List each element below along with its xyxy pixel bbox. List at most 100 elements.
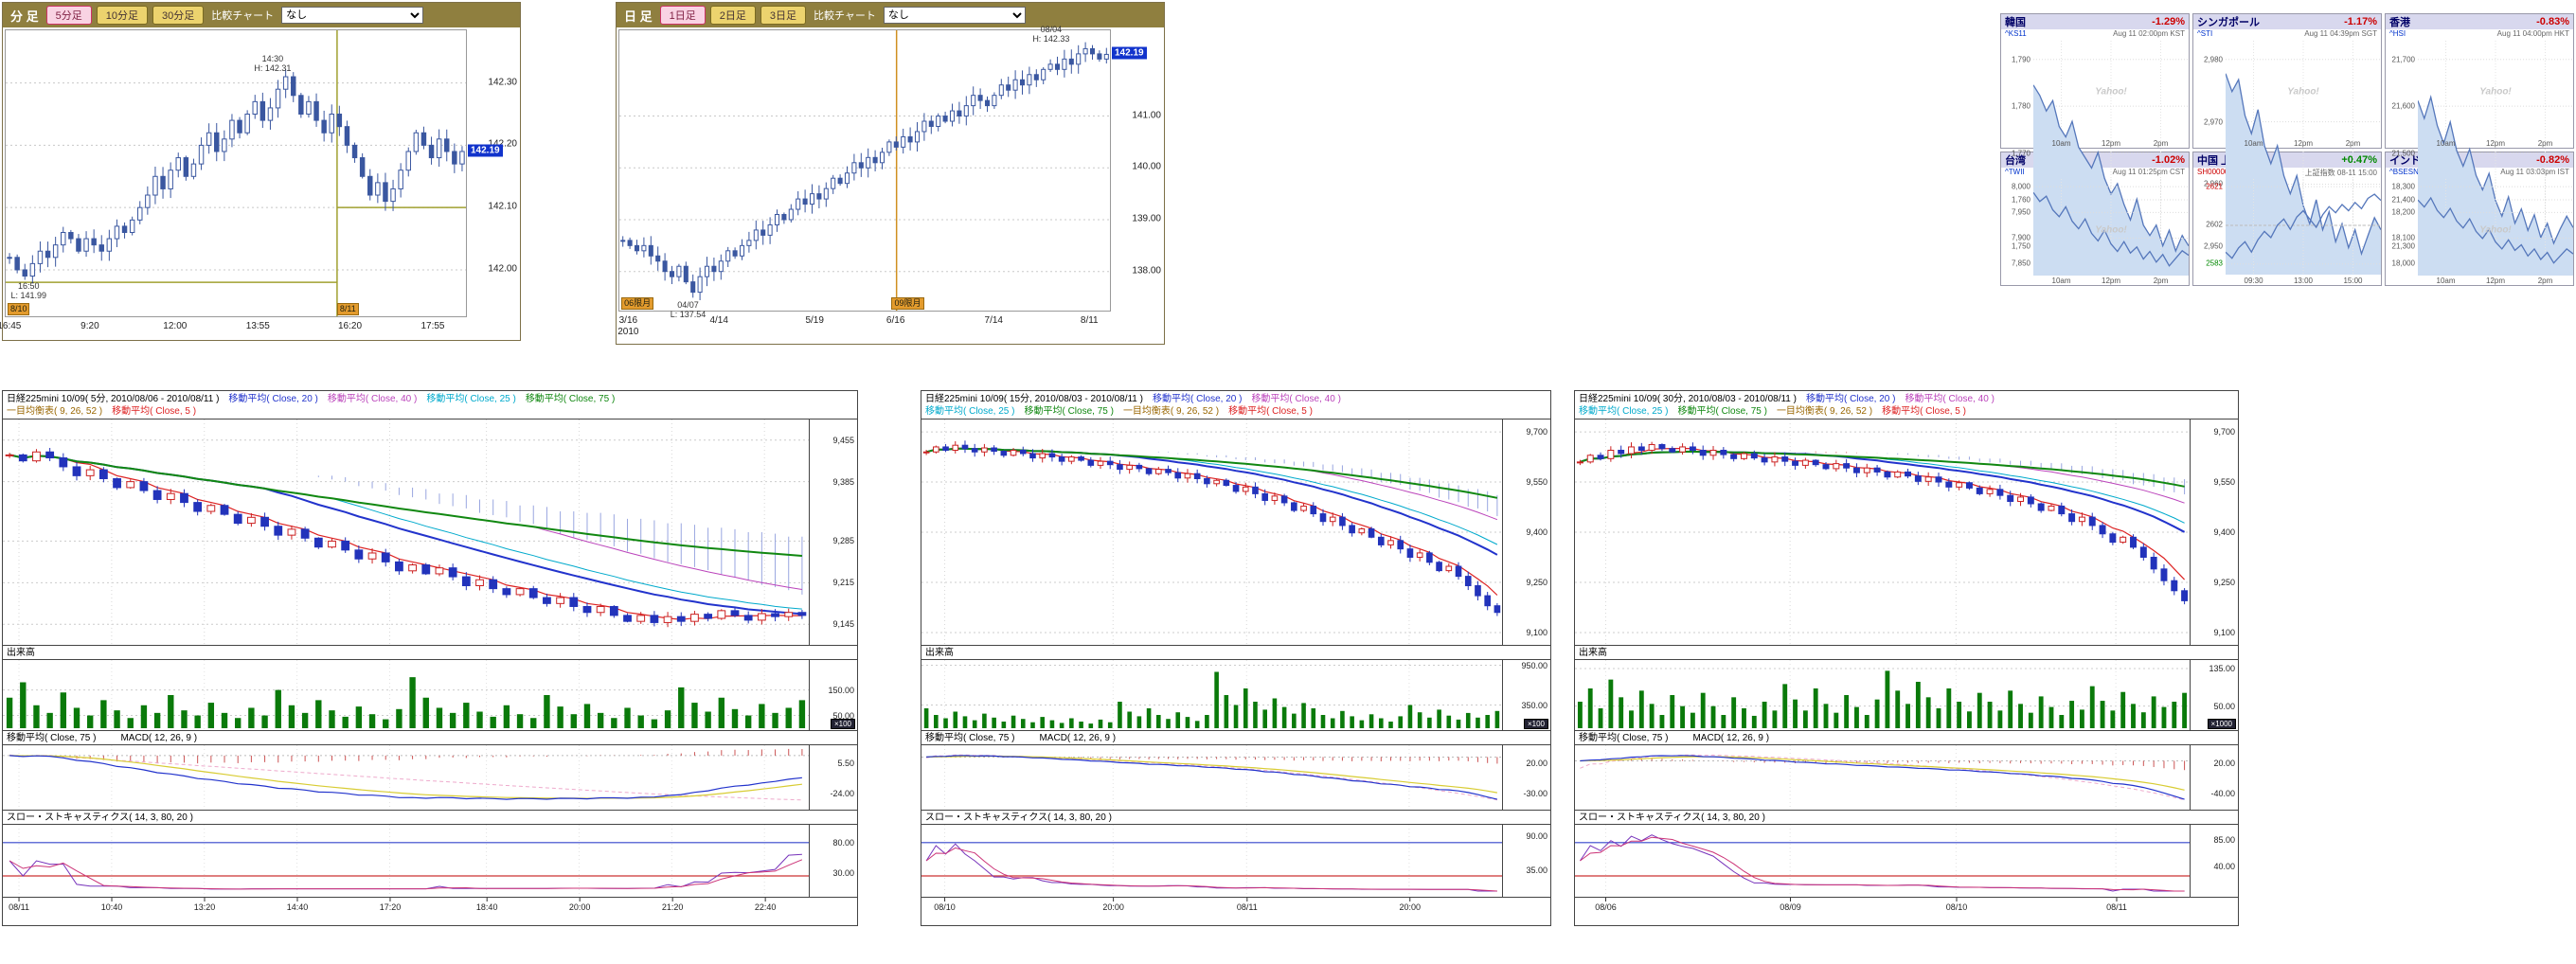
volume-chart-yaxis: 950.00 350.00 ×100 — [1503, 660, 1550, 730]
price-axis-label: 9,700 — [1526, 427, 1547, 437]
volume-chart-plot[interactable] — [921, 660, 1503, 730]
market-mini-chart[interactable]: 21,700 21,600 21,500 21,400 21,300 10am 12pm 2p… — [2386, 41, 2573, 275]
chart-svg — [18, 898, 766, 902]
macd-section-label-text: MACD( 12, 26, 9 ) — [1692, 733, 1770, 743]
legend-entry: 一目均衡表( 9, 26, 52 ) — [1776, 406, 1873, 417]
x-axis-label: 12:00 — [163, 321, 188, 331]
daily-period-button[interactable]: 2日足 — [709, 6, 756, 25]
legend-entry: 移動平均( Close, 25 ) — [426, 394, 516, 404]
tech-xaxis: 08/06 08/09 08/10 08/11 — [1575, 898, 2191, 916]
market-mini-chart[interactable]: 2621 2602 2583 09:30 13:00 15:00 — [2193, 178, 2381, 286]
tech-legend: 日経225mini 10/09( 5分, 2010/08/06 - 2010/0… — [3, 391, 857, 420]
volume-chart: 950.00 350.00 ×100 — [921, 660, 1550, 731]
volume-chart-yaxis: 150.00 50.00 ×100 — [810, 660, 857, 730]
daily-compare-select[interactable]: なし — [883, 7, 1026, 24]
mini-xaxis-label: 10am — [2051, 277, 2071, 285]
stochastics-chart-plot[interactable] — [1575, 825, 2191, 897]
main-chart-yaxis: 9,700 9,550 9,400 9,250 9,100 — [2191, 420, 2238, 645]
main-chart-plot[interactable] — [3, 420, 810, 645]
market-card[interactable]: 香港 -0.83% ^HSI Aug 11 04:00pm HKT 21,700 21,6… — [2385, 13, 2574, 275]
mini-chart-plot: 10am 12pm 2pm Yahoo! — [2033, 178, 2189, 285]
mini-chart-yaxis: 2621 2602 2583 — [2193, 179, 2226, 286]
minute-period-button[interactable]: 30分足 — [152, 6, 205, 25]
volume-section-label-text: 出来高 — [7, 648, 35, 658]
x-axis-label: 10:40 — [100, 902, 123, 912]
main-chart-plot[interactable] — [1575, 420, 2191, 645]
x-axis-label: 08/11 — [2106, 902, 2127, 912]
mini-chart-plot: 10am 12pm 2pm Yahoo! — [2226, 41, 2381, 275]
mini-yaxis-label: 21,500 — [2391, 149, 2415, 158]
mini-chart-plot: 09:30 13:00 15:00 — [2226, 178, 2381, 285]
macd-section-label-text: 移動平均( Close, 75 ) — [925, 733, 1015, 743]
y-axis-label: 140.00 — [1132, 161, 1161, 172]
mini-yaxis-label: 1,780 — [2011, 101, 2030, 111]
daily-chart-plot[interactable]: 08/04 H: 142.33 04/07 L: 137.54 06限月 09限月 — [618, 25, 1111, 319]
market-card-subheader: ^KS11 Aug 11 02:00pm KST — [2001, 29, 2189, 41]
macd-axis-label: -30.00 — [1523, 789, 1547, 798]
daily-compare-label: 比較チャート — [814, 10, 876, 22]
tech-legend: 日経225mini 10/09( 15分, 2010/08/03 - 2010/… — [921, 391, 1550, 420]
market-card[interactable]: 韓国 -1.29% ^KS11 Aug 11 02:00pm KST 1,790 1,78… — [2000, 13, 2190, 275]
legend-entry: 一目均衡表( 9, 26, 52 ) — [7, 406, 103, 417]
mini-yaxis-label: 7,850 — [2011, 259, 2030, 268]
macd-axis-label: 5.50 — [837, 759, 854, 769]
daily-period-button[interactable]: 3日足 — [760, 6, 806, 25]
minute-period-button[interactable]: 10分足 — [96, 6, 148, 25]
y-axis-label: 138.00 — [1132, 265, 1161, 277]
y-axis-label: 142.30 — [488, 77, 517, 88]
macd-chart-plot[interactable] — [3, 745, 810, 810]
stochastics-chart-plot[interactable] — [921, 825, 1503, 897]
legend-entry: 一目均衡表( 9, 26, 52 ) — [1122, 406, 1220, 417]
stochastics-chart-yaxis: 90.00 35.00 — [1503, 825, 1550, 897]
minute-compare-select[interactable]: なし — [281, 7, 424, 24]
volume-scale-badge: ×1000 — [2207, 719, 2236, 729]
mini-yaxis-label: 2,960 — [2203, 179, 2223, 188]
stochastics-chart-plot[interactable] — [3, 825, 810, 897]
main-chart: 9,700 9,550 9,400 9,250 9,100 — [1575, 420, 2238, 646]
minute-chart-yaxis: 142.30 142.20 142.10 142.00 142.19 — [467, 29, 520, 317]
market-symbol: ^STI — [2197, 29, 2213, 38]
mini-xaxis-label: 12pm — [2101, 277, 2121, 285]
minute-chart-plot[interactable]: 14:30 H: 142.31 16:50 L: 141.99 8/10 8/11 — [5, 29, 467, 317]
price-axis-label: 9,250 — [1526, 577, 1547, 587]
macd-axis-label: 20.00 — [2213, 759, 2235, 769]
chart-svg — [619, 30, 1110, 311]
macd-chart-plot[interactable] — [921, 745, 1503, 810]
stochastics-chart: 80.00 30.00 — [3, 825, 857, 898]
chart-svg — [6, 30, 466, 316]
chart-svg — [2418, 178, 2573, 276]
main-chart-plot[interactable] — [921, 420, 1503, 645]
macd-section-label: 移動平均( Close, 75 ) MACD( 12, 26, 9 ) — [3, 731, 857, 745]
market-card-subheader: ^TWII Aug 11 01:25pm CST — [2001, 168, 2189, 179]
market-mini-chart[interactable]: 1,790 1,780 1,770 1,760 1,750 10am 12pm 2pm Yaho… — [2001, 41, 2189, 275]
minute-chart-title: 分 足 — [10, 9, 39, 24]
x-axis-sublabel: 2010 — [617, 327, 639, 337]
macd-axis-label: -40.00 — [2210, 789, 2235, 798]
tech-xaxis: 08/10 20:00 08/11 20:00 — [921, 898, 1503, 916]
volume-scale-badge: ×100 — [830, 719, 855, 729]
price-axis-label: 9,550 — [2213, 477, 2235, 488]
volume-chart-plot[interactable] — [3, 660, 810, 730]
volume-chart-plot[interactable] — [1575, 660, 2191, 730]
x-axis-label: 17:20 — [379, 902, 402, 912]
minute-period-button[interactable]: 5分足 — [45, 6, 92, 25]
market-mini-chart[interactable]: 2,980 2,970 2,960 2,950 10am 12pm 2pm Yahoo! — [2193, 41, 2381, 275]
market-mini-chart[interactable]: 18,300 18,200 18,100 18,000 10am 12pm 2pm Yahoo… — [2386, 178, 2573, 285]
macd-chart-yaxis: 20.00 -40.00 — [2191, 745, 2238, 810]
mini-xaxis-label: 12pm — [2485, 138, 2506, 148]
daily-period-button[interactable]: 1日足 — [659, 6, 706, 25]
market-mini-chart[interactable]: 8,000 7,950 7,900 7,850 10am 12pm 2pm Yahoo! — [2001, 178, 2189, 285]
stochastics-section-label: スロー・ストキャスティクス( 14, 3, 80, 20 ) — [921, 811, 1550, 825]
market-card[interactable]: インド -0.82% ^BSESN Aug 11 03:03pm IST 18,300 1… — [2385, 151, 2574, 286]
x-axis-label: 9:20 — [80, 321, 99, 331]
price-axis-label: 9,100 — [2213, 627, 2235, 637]
legend-line: 一目均衡表( 9, 26, 52 ) 移動平均( Close, 5 ) — [7, 405, 853, 418]
macd-section-label-text: 移動平均( Close, 75 ) — [7, 733, 97, 743]
main-chart-yaxis: 9,700 9,550 9,400 9,250 9,100 — [1503, 420, 1550, 645]
legend-entry: 移動平均( Close, 40 ) — [327, 394, 418, 404]
x-axis-label: 4/14 — [709, 315, 728, 326]
market-card[interactable]: シンガポール -1.17% ^STI Aug 11 04:39pm SGT 2,980 2… — [2192, 13, 2382, 275]
market-card[interactable]: 中国 上海 +0.47% SH000001 上証指数 08-11 15:00 2621 2… — [2192, 151, 2382, 286]
macd-chart-plot[interactable] — [1575, 745, 2191, 810]
mini-yaxis-label: 21,600 — [2391, 101, 2415, 111]
